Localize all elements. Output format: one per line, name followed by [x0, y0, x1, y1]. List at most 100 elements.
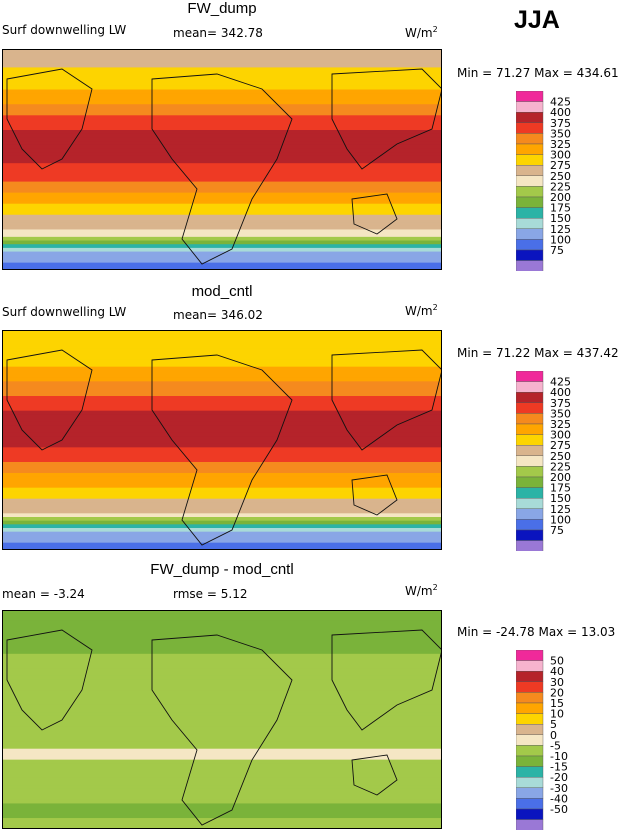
contour-band [2, 344, 442, 349]
contour-band [2, 675, 442, 680]
colorbar-swatch [516, 133, 544, 145]
colorbar-swatch [516, 91, 544, 102]
map-frame [2, 330, 442, 550]
contour-band [2, 85, 442, 91]
contour-band [2, 181, 442, 186]
colorbar-tick-label: 125 [550, 503, 571, 516]
colorbar-swatch [516, 476, 544, 488]
contour-band [2, 155, 442, 161]
colorbar-swatch [516, 497, 544, 509]
contour-band [2, 690, 442, 695]
contour-band [2, 661, 442, 666]
contour-band [2, 429, 442, 434]
colorbar-tick-label: 50 [550, 655, 564, 668]
colorbar-swatch [516, 392, 544, 404]
contour-band [2, 352, 442, 357]
contour-band [2, 774, 442, 779]
contour-band [2, 664, 442, 669]
colorbar-swatch [516, 819, 544, 830]
contour-band [2, 236, 442, 242]
colorbar-swatch [516, 423, 544, 435]
contour-band [2, 118, 442, 124]
contour-band [2, 679, 442, 684]
contour-band [2, 620, 442, 626]
contour-band [2, 785, 442, 790]
contour-band [2, 141, 442, 146]
contour-band [2, 443, 442, 448]
contour-map [2, 49, 442, 270]
contour-band [2, 803, 442, 808]
coastline [331, 349, 442, 451]
contour-band [2, 697, 442, 702]
contour-band [2, 686, 442, 691]
coastline [351, 474, 398, 516]
contour-band [2, 432, 442, 437]
coastline [6, 68, 93, 170]
colorbar-swatch [516, 164, 544, 176]
colorbar-tick-label: 75 [550, 244, 564, 257]
contour-band [2, 385, 442, 390]
colorbar-tick-label: 300 [550, 429, 571, 442]
contour-band [2, 792, 442, 797]
contour-band [2, 480, 442, 485]
variable-label: Surf downwelling LW [2, 23, 127, 37]
contour-band [2, 756, 442, 761]
contour-band [2, 166, 442, 172]
colorbar-swatch [516, 122, 544, 134]
contour-band [2, 653, 442, 659]
contour-band [2, 418, 442, 423]
colorbar-swatch [516, 175, 544, 187]
contour-band [2, 137, 442, 142]
contour-band [2, 225, 442, 231]
contour-band [2, 759, 442, 764]
contour-band [2, 104, 442, 109]
contour-band [2, 410, 442, 415]
contour-band [2, 535, 442, 540]
contour-band [2, 498, 442, 503]
coastline [331, 68, 442, 170]
contour-band [2, 524, 442, 529]
colorbar-swatch [516, 745, 544, 757]
colorbar-tick-label: 425 [550, 96, 571, 109]
variable-label: Surf downwelling LW [2, 305, 127, 319]
coastline [151, 73, 293, 265]
colorbar-swatch [516, 487, 544, 499]
coastline [6, 629, 93, 731]
contour-band [2, 407, 442, 412]
colorbar-swatch [516, 519, 544, 531]
coastline [351, 193, 398, 235]
colorbar-swatch [516, 798, 544, 810]
contour-band [2, 814, 442, 819]
colorbar-tick-label: 100 [550, 233, 571, 246]
colorbar-tick-label: 275 [550, 159, 571, 172]
contour-band [2, 333, 442, 338]
coastline [151, 354, 293, 546]
contour-band [2, 229, 442, 234]
contour-band [2, 240, 442, 245]
colorbar-swatch [516, 186, 544, 198]
contour-band [2, 200, 442, 205]
season-label: JJA [514, 6, 560, 34]
colorbar-swatch [516, 540, 544, 551]
contour-band [2, 484, 442, 489]
mean-value: -3.24 [53, 587, 85, 601]
contour-band [2, 741, 442, 746]
contour-band [2, 144, 442, 150]
contour-band [2, 152, 442, 157]
contour-band [2, 71, 442, 76]
colorbar-legend: 4254003753503253002752502252001751501251… [516, 371, 571, 551]
contour-band [2, 363, 442, 368]
contour-band [2, 491, 442, 496]
colorbar-tick-label: -20 [550, 771, 568, 784]
contour-band [2, 359, 442, 364]
colorbar-tick-label: 175 [550, 482, 571, 495]
contour-band [2, 255, 442, 260]
colorbar-tick-label: 0 [550, 729, 557, 742]
contour-band [2, 642, 442, 648]
coastline [151, 634, 293, 826]
mean-label: mean= 342.78 [173, 26, 263, 40]
colorbar-swatch [516, 671, 544, 683]
contour-band [2, 377, 442, 382]
contour-band [2, 726, 442, 732]
